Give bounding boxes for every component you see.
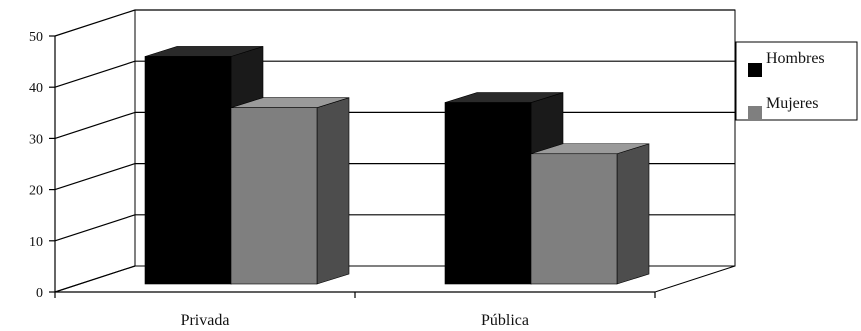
y-tick-label: 30 [29, 132, 43, 147]
gridline-side [54, 111, 136, 139]
bar-hombres [444, 102, 532, 285]
bar-side-mujeres [316, 97, 350, 285]
legend-swatch-hombres [748, 63, 762, 77]
y-tick-label: 40 [29, 81, 43, 96]
category-label: Pública [481, 312, 529, 329]
gridline-side [54, 60, 136, 88]
gridline-side [54, 163, 136, 191]
legend-swatch-mujeres [748, 106, 762, 120]
category-labels: Privada Pública [181, 312, 529, 329]
y-tick-labels: 0 10 20 30 40 50 [29, 30, 43, 301]
gridline-side [54, 9, 136, 37]
legend: Hombres Mujeres [735, 41, 858, 121]
bar-hombres [144, 56, 232, 285]
y-tick-label: 50 [29, 30, 43, 45]
legend-label-hombres: Hombres [766, 50, 825, 67]
bar-mujeres [230, 107, 318, 285]
bar-mujeres [530, 153, 618, 285]
gridline-side [54, 265, 136, 293]
bar-side-mujeres [616, 143, 650, 285]
y-tick-label: 0 [36, 286, 43, 301]
bars [144, 46, 650, 285]
axes [49, 10, 656, 298]
gridline-side [54, 214, 136, 242]
legend-label-mujeres: Mujeres [766, 95, 818, 112]
y-tick-label: 10 [29, 235, 43, 250]
category-label: Privada [181, 312, 230, 329]
y-tick-label: 20 [29, 184, 43, 199]
